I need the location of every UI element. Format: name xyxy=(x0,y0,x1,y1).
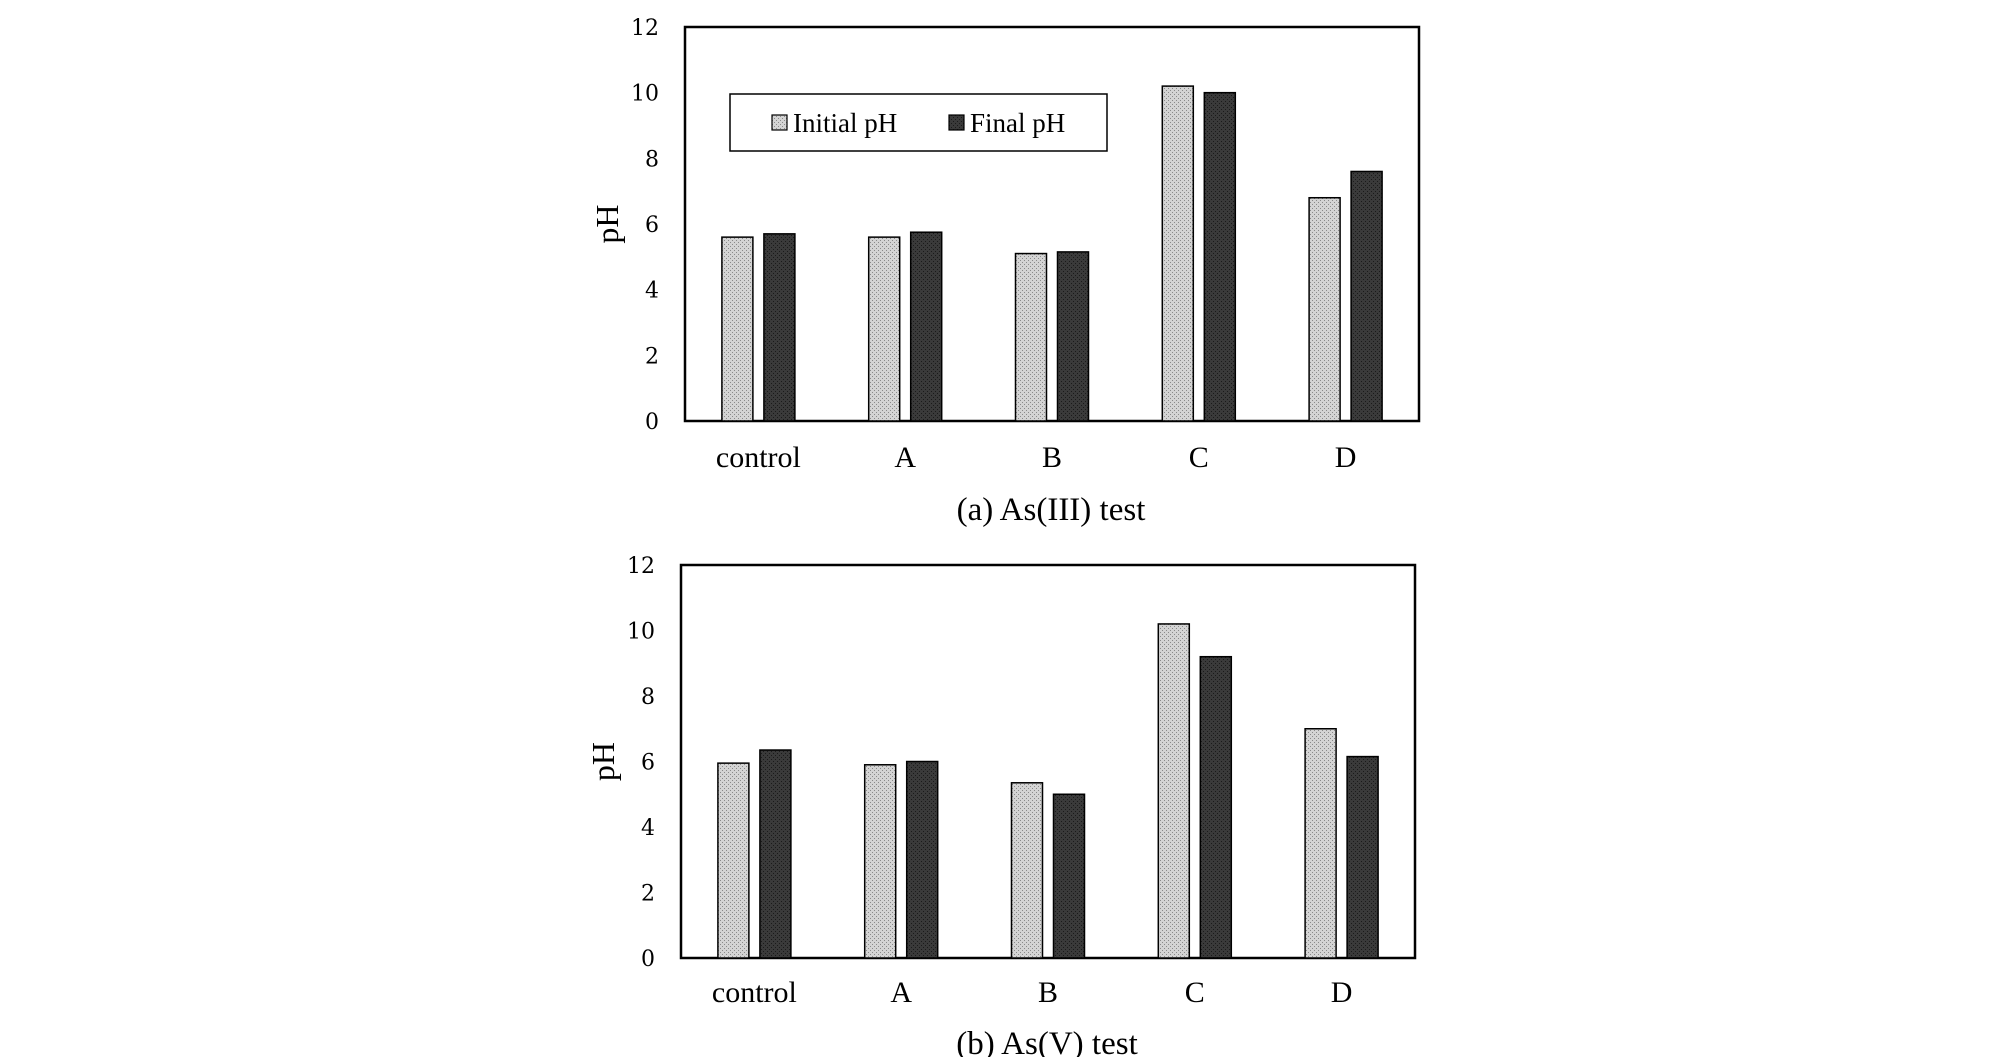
bar-final-a xyxy=(905,760,939,959)
y-tick-label: 6 xyxy=(641,751,655,776)
legend-box xyxy=(729,93,1108,152)
bar-initial-c xyxy=(1161,85,1195,422)
y-axis-label: pH xyxy=(589,204,625,243)
bar-final-a xyxy=(909,231,943,422)
x-tick-label: B xyxy=(1038,976,1058,1009)
bar-initial-d xyxy=(1308,196,1341,422)
y-tick-label: 8 xyxy=(641,685,655,710)
x-tick-label: D xyxy=(1331,976,1353,1009)
x-tick-label: C xyxy=(1189,441,1209,474)
bar-initial-c xyxy=(1157,623,1191,959)
x-tick-label: B xyxy=(1042,441,1062,474)
y-axis-label: pH xyxy=(585,742,621,781)
y-tick-label: 12 xyxy=(631,16,659,41)
y-tick-label: 2 xyxy=(645,344,659,369)
bar-initial-control xyxy=(721,236,754,422)
plot-frame xyxy=(679,563,1417,960)
legend-label-final: Final pH xyxy=(970,108,1065,138)
bar-final-control xyxy=(759,749,792,959)
legend: Initial pH Final pH xyxy=(729,93,1108,152)
y-tick-label: 6 xyxy=(645,213,659,238)
x-tick-label: C xyxy=(1185,976,1205,1009)
bar-initial-a xyxy=(863,764,897,959)
y-tick-label: 0 xyxy=(641,947,655,972)
bar-final-d xyxy=(1346,755,1379,959)
x-tick-label: D xyxy=(1335,441,1357,474)
chart-caption: (a) As(III) test xyxy=(957,492,1146,528)
chart-caption: (b) As(V) test xyxy=(956,1026,1137,1057)
bar-initial-control xyxy=(717,762,750,959)
bar-final-b xyxy=(1052,793,1086,959)
bar-final-d xyxy=(1350,170,1383,422)
bar-initial-d xyxy=(1304,728,1337,959)
x-tick-label: A xyxy=(890,976,912,1009)
bar-initial-b xyxy=(1010,782,1044,959)
x-tick-label: control xyxy=(712,976,797,1009)
y-tick-label: 0 xyxy=(645,410,659,435)
legend-swatch-initial xyxy=(771,114,788,131)
chart-b-as5: 0 2 4 6 8 10 12 pH control A B C D (b) As(V) test xyxy=(585,554,1417,1057)
bar-final-b xyxy=(1056,251,1090,422)
x-tick-label: A xyxy=(894,441,916,474)
y-tick-label: 4 xyxy=(641,816,655,841)
y-tick-label: 10 xyxy=(627,620,655,645)
y-tick-label: 4 xyxy=(645,279,659,304)
bar-initial-b xyxy=(1014,252,1048,422)
bar-final-c xyxy=(1199,655,1233,959)
x-tick-label: control xyxy=(716,441,801,474)
bar-final-c xyxy=(1203,91,1237,422)
plot-frame xyxy=(683,25,1421,423)
y-tick-label: 2 xyxy=(641,882,655,907)
y-tick-label: 8 xyxy=(645,147,659,172)
bar-initial-a xyxy=(867,236,901,422)
chart-a-as3: 0 2 4 6 8 10 12 pH control A B C D (a) As(III) test In… xyxy=(589,16,1421,528)
y-tick-label: 10 xyxy=(631,82,659,107)
legend-swatch-final xyxy=(948,114,965,131)
y-tick-label: 12 xyxy=(627,554,655,579)
bar-final-control xyxy=(763,233,796,422)
legend-label-initial: Initial pH xyxy=(793,108,897,138)
